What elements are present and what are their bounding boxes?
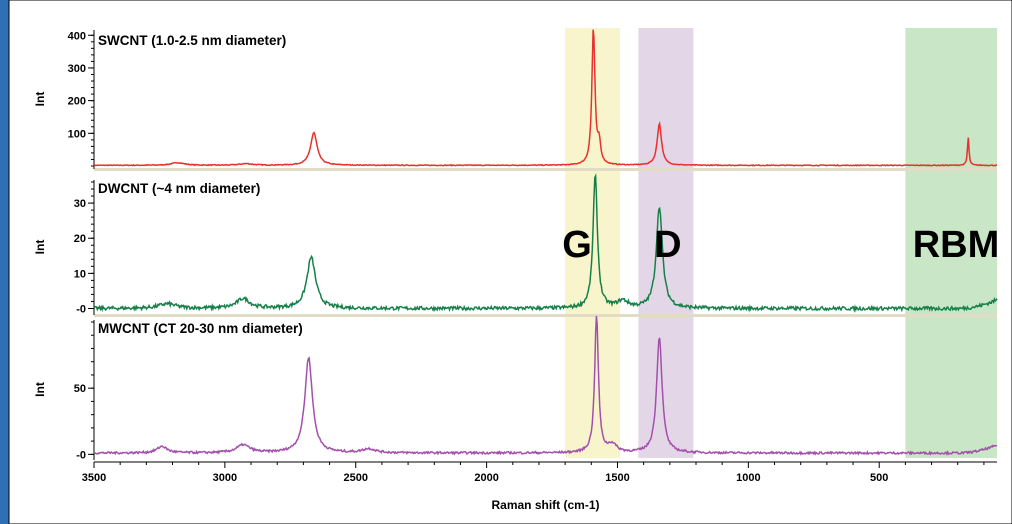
plot-frame bbox=[8, 0, 1012, 524]
y-axis-label: Int bbox=[33, 240, 47, 255]
panel-title: DWCNT (~4 nm diameter) bbox=[98, 181, 260, 196]
y-tick-label: 400 bbox=[68, 30, 86, 42]
panel-2: -0 10 20 30 Int DWCNT (~4 nm diameter) bbox=[33, 173, 998, 317]
x-tick-label: 1500 bbox=[605, 472, 629, 484]
x-tick-label: 500 bbox=[870, 472, 888, 484]
region-label-d: D bbox=[654, 224, 681, 266]
panel-separator bbox=[94, 168, 997, 171]
x-axis: 3500 3000 2500 2000 1500 1000 500 Raman shift (… bbox=[82, 461, 997, 512]
panel-3: -0 50 Int MWCNT (CT 20-30 nm diameter) bbox=[33, 315, 998, 461]
y-tick-label: 100 bbox=[68, 128, 86, 140]
x-axis-label: Raman shift (cm-1) bbox=[491, 498, 599, 512]
region-label-rbm: RBM bbox=[913, 224, 1000, 266]
y-tick-label: -0 bbox=[76, 303, 86, 315]
region-label-g: G bbox=[562, 224, 592, 266]
highlight-regions bbox=[565, 28, 997, 458]
panel-title: MWCNT (CT 20-30 nm diameter) bbox=[98, 321, 303, 336]
x-tick-label: 1000 bbox=[736, 472, 760, 484]
y-tick-label: -0 bbox=[76, 449, 86, 461]
y-tick-label: 50 bbox=[74, 383, 86, 395]
spectrum-line-2 bbox=[93, 173, 998, 314]
y-tick-label: 30 bbox=[74, 198, 86, 210]
x-tick-label: 3500 bbox=[82, 472, 106, 484]
region-band-rbm bbox=[905, 28, 997, 458]
y-tick-label: 20 bbox=[74, 233, 86, 245]
spectra-panels: 100 200 300 400 Int SWCNT (1.0-2.5 nm diamete… bbox=[33, 29, 998, 461]
y-axis-label: Int bbox=[33, 382, 47, 397]
region-labels: G D RBM bbox=[562, 224, 999, 266]
y-tick-label: 200 bbox=[68, 96, 86, 108]
region-band-d bbox=[638, 28, 694, 458]
y-tick-label: 10 bbox=[74, 268, 86, 280]
panel-title: SWCNT (1.0-2.5 nm diameter) bbox=[98, 33, 286, 48]
panel-1: 100 200 300 400 Int SWCNT (1.0-2.5 nm diamete… bbox=[33, 29, 997, 171]
side-accent-blue-bar bbox=[0, 0, 9, 524]
x-tick-label: 3000 bbox=[213, 472, 237, 484]
x-tick-label: 2000 bbox=[474, 472, 498, 484]
y-axis-label: Int bbox=[33, 92, 47, 107]
panel-separator bbox=[94, 314, 997, 317]
x-tick-label: 2500 bbox=[343, 472, 367, 484]
spectrum-line-3 bbox=[93, 315, 998, 457]
y-tick-label: 300 bbox=[68, 63, 86, 75]
spectrum-line-1 bbox=[93, 29, 997, 167]
